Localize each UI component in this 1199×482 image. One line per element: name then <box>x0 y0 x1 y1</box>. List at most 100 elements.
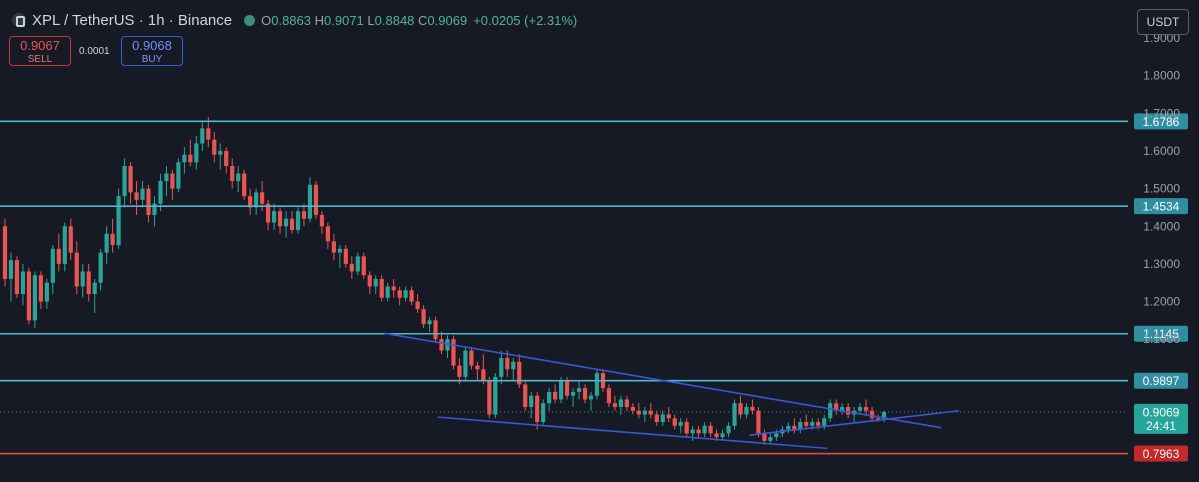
candle-body <box>110 233 115 246</box>
candle-body <box>750 406 755 411</box>
candle-body <box>283 218 289 227</box>
candle-body <box>200 128 205 144</box>
candle-body <box>810 422 815 426</box>
candle-body <box>409 290 414 302</box>
candle-body <box>236 173 241 182</box>
spread-value: 0.0001 <box>79 46 110 57</box>
candle-body <box>564 380 570 396</box>
buy-price: 0.9068 <box>132 38 172 53</box>
level-price-label: 0.7963 <box>1143 447 1180 461</box>
candle-body <box>307 184 313 219</box>
sell-price: 0.9067 <box>20 38 60 53</box>
xpl-logo-icon <box>12 13 26 27</box>
buy-button[interactable]: 0.9068 BUY <box>121 36 183 66</box>
axis-tick-label: 1.5000 <box>1143 182 1180 196</box>
candle-body <box>134 192 139 200</box>
candle-body <box>343 248 348 264</box>
currency-select-button[interactable]: USDT <box>1137 9 1189 35</box>
candle-body <box>828 403 833 419</box>
candle-body <box>26 271 32 321</box>
candle-body <box>636 410 641 415</box>
candle-body <box>188 154 193 163</box>
candle-body <box>271 211 277 223</box>
candle-body <box>541 403 546 423</box>
trendline-wedge-upper <box>383 332 942 429</box>
candle-body <box>648 410 653 415</box>
candle-body <box>499 358 504 377</box>
candle-body <box>702 425 707 434</box>
symbol-title[interactable]: XPL / TetherUS · 1h · Binance <box>32 11 233 29</box>
candle-body <box>104 233 109 253</box>
buy-label: BUY <box>141 54 163 65</box>
candle-body <box>487 380 492 415</box>
level-price-tag <box>1134 372 1188 389</box>
candle-body <box>708 425 713 434</box>
candle-body <box>8 260 14 279</box>
candle-body <box>672 418 677 426</box>
level-price-tag <box>1134 325 1188 342</box>
axis-tick-label: 1.3000 <box>1143 257 1180 271</box>
candle-body <box>660 414 665 423</box>
low-value: 0.8848 <box>374 12 415 28</box>
candle-body <box>92 282 97 295</box>
candle-body <box>212 139 217 155</box>
candle-body <box>588 395 594 400</box>
candle-body <box>98 252 103 283</box>
candle-body <box>481 369 486 381</box>
candle-body <box>475 365 480 370</box>
candle-body <box>266 203 271 223</box>
candle-body <box>433 320 438 340</box>
axis-tick-label: 1.4000 <box>1143 219 1180 233</box>
candle-body <box>451 339 456 366</box>
candle-body <box>792 425 797 430</box>
candle-body <box>445 339 450 351</box>
candle-body <box>768 437 773 441</box>
candle-body <box>618 399 623 407</box>
candle-body <box>720 433 725 438</box>
candle-body <box>170 173 175 189</box>
candle-body <box>612 403 618 407</box>
candle-body <box>140 188 145 200</box>
candle-body <box>32 275 37 321</box>
trendlines-layer <box>383 332 960 450</box>
candle-body <box>696 429 701 434</box>
candle-body <box>756 410 761 434</box>
candle-body <box>349 263 354 272</box>
candle-body <box>678 422 683 426</box>
candle-body <box>2 226 8 279</box>
candle-body <box>726 425 731 434</box>
last-price-label: 0.9069 <box>1143 405 1180 419</box>
axis-tick-label: 1.2000 <box>1143 295 1180 309</box>
candle-body <box>738 403 743 415</box>
candle-body <box>463 350 468 377</box>
candle-body <box>313 184 319 215</box>
change-value: +0.0205 (+2.31%) <box>473 12 578 28</box>
candle-body <box>840 406 845 411</box>
high-value: 0.9071 <box>324 12 364 28</box>
candle-body <box>164 173 169 182</box>
candle-body <box>869 410 875 419</box>
candle-body <box>517 361 522 385</box>
candle-body <box>594 373 600 396</box>
candle-body <box>391 286 396 291</box>
candle-body <box>863 406 869 411</box>
candle-body <box>385 286 390 298</box>
candle-body <box>505 358 510 370</box>
candle-body <box>80 271 85 287</box>
candle-body <box>361 256 366 276</box>
candle-body <box>774 433 779 438</box>
candle-body <box>804 422 809 426</box>
trendline-wedge-lower <box>437 416 828 450</box>
candle-body <box>553 391 558 400</box>
sell-button[interactable]: 0.9067 SELL <box>9 36 71 66</box>
ohlc-values: O0.8863 H0.9071 L0.8848 C0.9069 <box>261 12 468 28</box>
candle-body <box>744 406 749 415</box>
candle-body <box>857 406 863 411</box>
candle-body <box>576 388 582 392</box>
candle-body <box>630 406 635 411</box>
candle-body <box>535 395 540 423</box>
candle-body <box>469 350 474 366</box>
candles-layer <box>2 117 887 445</box>
candle-body <box>218 150 223 155</box>
